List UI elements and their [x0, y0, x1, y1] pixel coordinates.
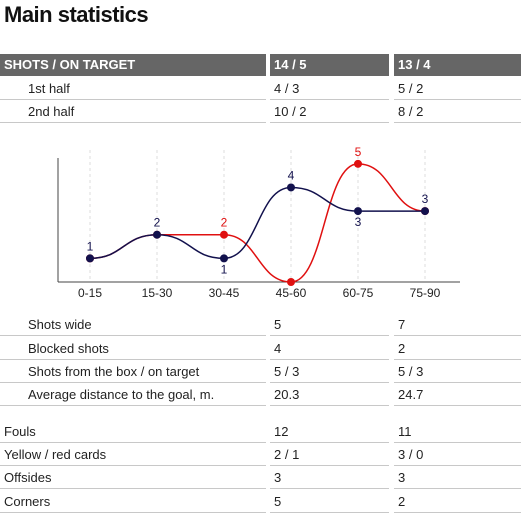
- data-point: [287, 278, 295, 286]
- row-label: 2nd half: [28, 104, 75, 119]
- row-team1-value: 10 / 2: [270, 101, 389, 123]
- data-point: [153, 230, 161, 239]
- row-team2-value: 8 / 2: [394, 101, 521, 123]
- data-label: 2: [154, 216, 161, 230]
- table-row: Offsides 3 3: [0, 467, 521, 489]
- table-row: Shots from the box / on target 5 / 3 5 /…: [0, 361, 521, 383]
- row-team1-value: 5 / 3: [270, 361, 389, 383]
- row-team2-value: 5 / 3: [394, 361, 521, 383]
- row-team2-value: 3 / 0: [394, 444, 521, 466]
- data-label: 1: [87, 239, 94, 253]
- table-row: 1st half 4 / 3 5 / 2: [0, 78, 521, 100]
- row-team1-value: 20.3: [270, 384, 389, 406]
- row-team2-value: 2: [394, 338, 521, 360]
- x-tick-label: 30-45: [209, 286, 240, 300]
- data-label: 5: [355, 145, 362, 159]
- data-point: [354, 159, 362, 168]
- row-label: Average distance to the goal, m.: [28, 387, 215, 402]
- row-label: Blocked shots: [28, 341, 109, 356]
- table-row: Average distance to the goal, m. 20.3 24…: [0, 384, 521, 406]
- row-label: 1st half: [28, 81, 70, 96]
- data-point: [220, 230, 228, 239]
- row-team1-value: 3: [270, 467, 389, 489]
- page-title: Main statistics: [4, 2, 149, 27]
- row-label: Fouls: [4, 424, 36, 439]
- data-point: [354, 207, 362, 216]
- data-point: [421, 207, 429, 216]
- row-label: Yellow / red cards: [4, 447, 107, 462]
- x-tick-label: 45-60: [276, 286, 307, 300]
- row-team1-value: 4 / 3: [270, 78, 389, 100]
- data-label: 1: [221, 262, 228, 276]
- table-row: 2nd half 10 / 2 8 / 2: [0, 101, 521, 123]
- x-tick-label: 75-90: [410, 286, 441, 300]
- row-team1-value: 5: [270, 314, 389, 336]
- header-label: SHOTS / ON TARGET: [0, 54, 266, 76]
- table-row: Fouls 12 11: [0, 421, 521, 443]
- header-team2: 13 / 4: [394, 54, 521, 76]
- data-label: 3: [422, 192, 429, 206]
- x-tick-label: 15-30: [142, 286, 173, 300]
- row-team2-value: 7: [394, 314, 521, 336]
- data-point: [287, 183, 295, 192]
- data-label: 2: [221, 216, 228, 230]
- data-label: 4: [288, 168, 295, 182]
- row-team2-value: 3: [394, 467, 521, 489]
- row-label: Shots wide: [28, 317, 92, 332]
- row-team1-value: 4: [270, 338, 389, 360]
- row-team2-value: 5 / 2: [394, 78, 521, 100]
- data-point: [86, 254, 94, 263]
- row-team1-value: 2 / 1: [270, 444, 389, 466]
- row-label: Corners: [4, 494, 51, 509]
- row-team2-value: 24.7: [394, 384, 521, 406]
- series-line: [89, 186, 425, 260]
- x-tick-label: 0-15: [78, 286, 102, 300]
- table-row: Corners 5 2: [0, 491, 521, 513]
- row-label: Shots from the box / on target: [28, 364, 200, 379]
- table-row: Yellow / red cards 2 / 1 3 / 0: [0, 444, 521, 466]
- table-row: Shots wide 5 7: [0, 314, 521, 336]
- row-team1-value: 5: [270, 491, 389, 513]
- header-team1: 14 / 5: [270, 54, 389, 76]
- row-team2-value: 11: [394, 421, 521, 443]
- data-label: 3: [355, 215, 362, 229]
- data-point: [220, 254, 228, 263]
- row-label: Offsides: [4, 470, 52, 485]
- x-tick-label: 60-75: [343, 286, 374, 300]
- table-row: Blocked shots 4 2: [0, 338, 521, 360]
- shots-timeline-chart: 0-15 15-30 30-45 45-60 60-75 75-90 1 2 2 1 4 5 3 3: [57, 145, 460, 300]
- row-team2-value: 2: [394, 491, 521, 513]
- row-team1-value: 12: [270, 421, 389, 443]
